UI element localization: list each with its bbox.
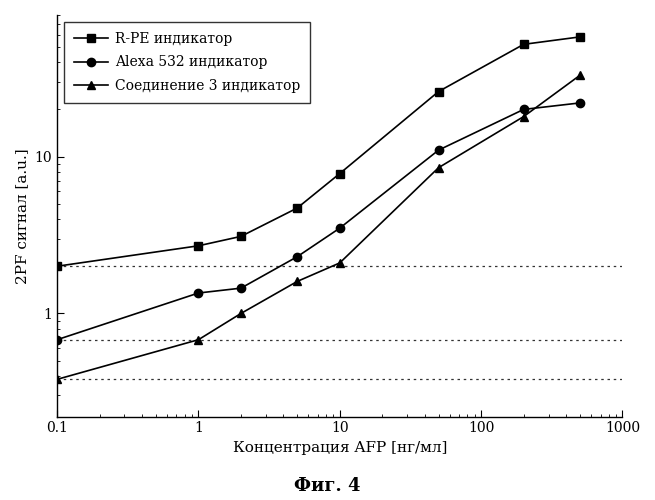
Alexa 532 индикатор bbox=[293, 254, 301, 260]
Line: R-PE индикатор: R-PE индикатор bbox=[53, 32, 584, 270]
Alexa 532 индикатор bbox=[435, 147, 443, 153]
Line: Alexa 532 индикатор: Alexa 532 индикатор bbox=[53, 99, 584, 344]
R-PE индикатор bbox=[519, 42, 527, 48]
R-PE индикатор bbox=[195, 243, 202, 249]
Соединение 3 индикатор bbox=[336, 260, 344, 266]
R-PE индикатор bbox=[293, 205, 301, 211]
Соединение 3 индикатор bbox=[53, 376, 61, 382]
X-axis label: Концентрация AFP [нг/мл]: Концентрация AFP [нг/мл] bbox=[233, 441, 447, 455]
R-PE индикатор bbox=[576, 34, 584, 40]
Alexa 532 индикатор bbox=[237, 285, 245, 291]
Соединение 3 индикатор bbox=[576, 72, 584, 78]
Соединение 3 индикатор bbox=[293, 278, 301, 284]
R-PE индикатор bbox=[435, 88, 443, 94]
Alexa 532 индикатор bbox=[53, 336, 61, 342]
Соединение 3 индикатор bbox=[195, 336, 202, 342]
Alexa 532 индикатор bbox=[519, 106, 527, 112]
Alexa 532 индикатор bbox=[336, 225, 344, 231]
Y-axis label: 2PF сигнал [a.u.]: 2PF сигнал [a.u.] bbox=[15, 148, 29, 284]
Legend: R-PE индикатор, Alexa 532 индикатор, Соединение 3 индикатор: R-PE индикатор, Alexa 532 индикатор, Сое… bbox=[64, 22, 310, 103]
R-PE индикатор bbox=[53, 263, 61, 269]
Line: Соединение 3 индикатор: Соединение 3 индикатор bbox=[53, 71, 584, 384]
R-PE индикатор bbox=[237, 234, 245, 239]
Alexa 532 индикатор bbox=[195, 290, 202, 296]
R-PE индикатор bbox=[336, 170, 344, 176]
Text: Фиг. 4: Фиг. 4 bbox=[294, 477, 361, 495]
Alexa 532 индикатор bbox=[576, 100, 584, 106]
Соединение 3 индикатор bbox=[237, 310, 245, 316]
Соединение 3 индикатор bbox=[435, 164, 443, 170]
Соединение 3 индикатор bbox=[519, 114, 527, 119]
